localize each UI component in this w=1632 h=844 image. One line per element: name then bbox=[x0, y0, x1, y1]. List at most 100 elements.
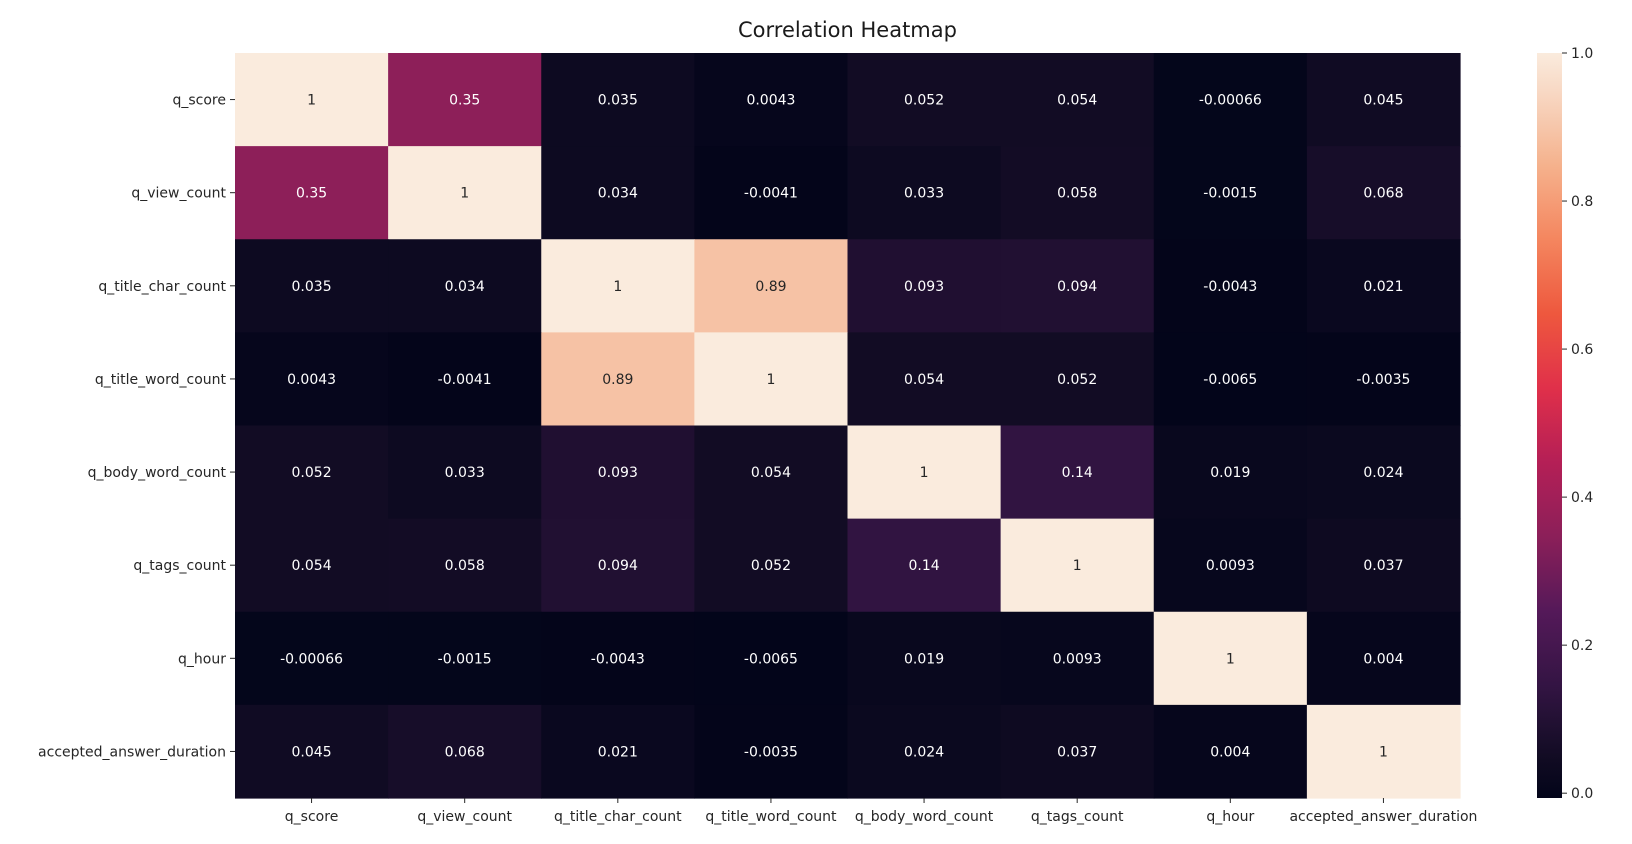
y-tick-label: q_title_word_count bbox=[95, 372, 227, 388]
heatmap-cell bbox=[235, 239, 389, 333]
cell-value-label: 0.35 bbox=[296, 186, 327, 202]
colorbar: 0.0 0.2 0.4 0.6 0.8 1.0 bbox=[1537, 46, 1593, 802]
heatmap-cell bbox=[235, 518, 389, 613]
heatmap-cell bbox=[847, 146, 1002, 240]
cell-value-label: 0.068 bbox=[1363, 186, 1403, 202]
colorbar-tick-label: 0.2 bbox=[1571, 638, 1593, 654]
heatmap-cell bbox=[235, 146, 389, 240]
cell-value-label: 0.0043 bbox=[746, 93, 795, 109]
heatmap-cell bbox=[235, 332, 389, 427]
cell-value-label: 0.045 bbox=[292, 744, 332, 760]
heatmap-cell bbox=[694, 611, 849, 706]
cell-annotations: 1 0.35 0.035 0.0043 0.052 0.054 -0.00066 0.045 0… bbox=[280, 93, 1410, 761]
heatmap-cell bbox=[847, 518, 1002, 613]
cell-value-label: 1 bbox=[1073, 558, 1082, 574]
x-tick-label: q_score bbox=[285, 809, 339, 825]
cell-value-label: 0.35 bbox=[449, 93, 480, 109]
heatmap-cell bbox=[235, 704, 389, 799]
cell-value-label: 0.004 bbox=[1210, 744, 1250, 760]
x-tick-label: q_view_count bbox=[417, 809, 512, 825]
cell-value-label: -0.0041 bbox=[744, 186, 798, 202]
cell-value-label: 0.093 bbox=[598, 465, 638, 481]
cell-value-label: 0.052 bbox=[904, 93, 944, 109]
heatmap-cell bbox=[1306, 611, 1461, 706]
cell-value-label: 1 bbox=[1379, 744, 1388, 760]
cell-value-label: 0.0093 bbox=[1206, 558, 1255, 574]
heatmap-cell bbox=[847, 704, 1002, 799]
cell-value-label: 0.052 bbox=[1057, 372, 1097, 388]
x-tick-label: accepted_answer_duration bbox=[1289, 809, 1477, 825]
heatmap-cell bbox=[1306, 704, 1461, 799]
cell-value-label: 1 bbox=[766, 372, 775, 388]
cell-value-label: 0.058 bbox=[445, 558, 485, 574]
cell-value-label: 0.004 bbox=[1363, 651, 1403, 667]
x-tick-label: q_body_word_count bbox=[855, 809, 994, 825]
heatmap-cell bbox=[1000, 239, 1155, 333]
cell-value-label: 0.033 bbox=[445, 465, 485, 481]
cell-value-label: 0.024 bbox=[904, 744, 944, 760]
cell-value-label: 0.094 bbox=[1057, 279, 1097, 295]
heatmap-cell bbox=[1000, 518, 1155, 613]
heatmap-cell bbox=[235, 425, 389, 520]
heatmap-cell bbox=[847, 332, 1002, 427]
cell-value-label: 0.0093 bbox=[1053, 651, 1102, 667]
cell-value-label: 1 bbox=[460, 186, 469, 202]
cell-value-label: 0.054 bbox=[751, 465, 791, 481]
heatmap-cell bbox=[1000, 53, 1155, 147]
cell-value-label: 1 bbox=[920, 465, 929, 481]
cell-value-label: 0.019 bbox=[904, 651, 944, 667]
cell-value-label: 0.021 bbox=[598, 744, 638, 760]
heatmap-cell bbox=[1306, 53, 1461, 147]
heatmap-cell bbox=[388, 239, 542, 333]
heatmap-cell bbox=[1153, 146, 1308, 240]
heatmap-cell bbox=[1000, 332, 1155, 427]
cell-value-label: 0.019 bbox=[1210, 465, 1250, 481]
cell-value-label: -0.0035 bbox=[744, 744, 798, 760]
heatmap-cell bbox=[694, 425, 849, 520]
heatmap-cell bbox=[1153, 704, 1308, 799]
cell-value-label: 0.0043 bbox=[287, 372, 336, 388]
cell-value-label: -0.0043 bbox=[1203, 279, 1257, 295]
heatmap-cell bbox=[388, 146, 542, 240]
heatmap-cell bbox=[1153, 518, 1308, 613]
heatmap-cell bbox=[1000, 611, 1155, 706]
heatmap-cell bbox=[847, 611, 1002, 706]
cell-value-label: 0.034 bbox=[598, 186, 638, 202]
cell-value-label: 0.021 bbox=[1363, 279, 1403, 295]
cell-value-label: 0.054 bbox=[1057, 93, 1097, 109]
cell-value-label: 0.89 bbox=[602, 372, 633, 388]
cell-value-label: -0.0015 bbox=[1203, 186, 1257, 202]
heatmap-cells bbox=[235, 53, 1461, 799]
cell-value-label: -0.0065 bbox=[744, 651, 798, 667]
heatmap-cell bbox=[847, 425, 1002, 520]
cell-value-label: 0.033 bbox=[904, 186, 944, 202]
heatmap-cell bbox=[541, 146, 695, 240]
cell-value-label: 0.037 bbox=[1363, 558, 1403, 574]
y-tick-label: q_hour bbox=[178, 651, 226, 667]
heatmap-cell bbox=[1000, 425, 1155, 520]
cell-value-label: 0.89 bbox=[755, 279, 786, 295]
heatmap-cell bbox=[235, 53, 389, 147]
cell-value-label: -0.0043 bbox=[591, 651, 645, 667]
heatmap-cell bbox=[541, 332, 695, 427]
x-tick-label: q_title_char_count bbox=[554, 809, 682, 825]
heatmap-cell bbox=[694, 239, 849, 333]
y-tick-label: q_score bbox=[172, 93, 226, 109]
heatmap-cell bbox=[388, 704, 542, 799]
y-axis: q_score q_view_count q_title_char_count q_t… bbox=[38, 93, 235, 760]
heatmap-cell bbox=[541, 53, 695, 147]
heatmap-cell bbox=[388, 611, 542, 706]
heatmap-cell bbox=[235, 611, 389, 706]
cell-value-label: 1 bbox=[613, 279, 622, 295]
cell-value-label: -0.00066 bbox=[280, 651, 343, 667]
heatmap-cell bbox=[1306, 239, 1461, 333]
heatmap-cell bbox=[541, 611, 695, 706]
heatmap-cell bbox=[388, 332, 542, 427]
heatmap-cell bbox=[694, 518, 849, 613]
cell-value-label: 0.045 bbox=[1363, 93, 1403, 109]
colorbar-tick-label: 0.4 bbox=[1571, 490, 1593, 506]
y-tick-label: q_body_word_count bbox=[88, 465, 227, 481]
cell-value-label: 0.14 bbox=[1062, 465, 1093, 481]
heatmap-cell bbox=[847, 53, 1002, 147]
cell-value-label: -0.00066 bbox=[1199, 93, 1262, 109]
